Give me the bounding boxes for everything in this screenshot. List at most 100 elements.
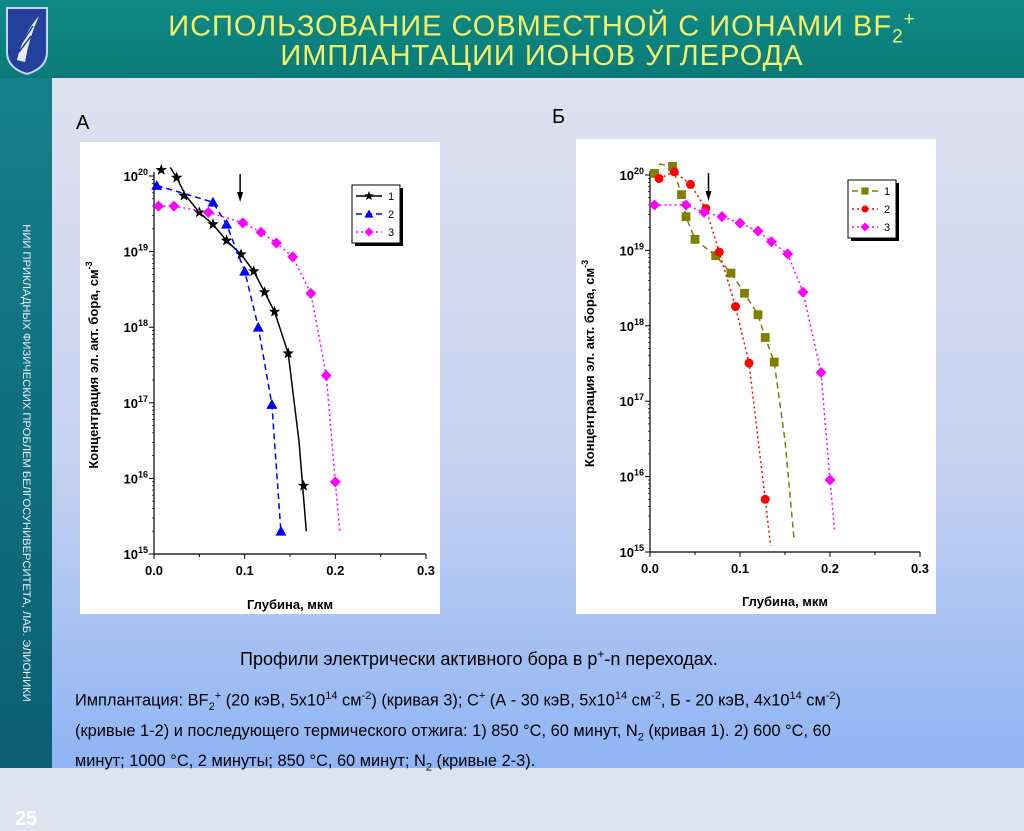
title-bar: ИСПОЛЬЗОВАНИЕ СОВМЕСТНОЙ С ИОНАМИ BF2+ И…: [0, 0, 1024, 78]
data-point-series-2: [686, 179, 695, 189]
x-tick-label: 0.0: [145, 563, 163, 578]
legend-marker-1: [364, 191, 374, 201]
legend-label-1: 1: [884, 186, 890, 198]
data-point-series-3: [270, 237, 282, 249]
y-tick-label: 1018: [124, 318, 148, 335]
data-point-series-1: [268, 305, 281, 317]
legend-marker-3: [860, 222, 870, 232]
description-fragment: (А - 30 кэВ, 5x10: [485, 691, 615, 710]
description-fragment: 14: [789, 690, 802, 702]
data-point-series-2: [669, 167, 679, 177]
data-point-series-3: [237, 217, 249, 229]
data-point-series-3: [255, 226, 267, 238]
x-axis-label: Глубина, мкм: [742, 594, 828, 609]
data-point-series-1: [207, 218, 219, 230]
description-fragment: -2: [651, 690, 661, 702]
data-point-series-2: [266, 398, 278, 409]
data-point-series-1: [282, 347, 294, 359]
x-tick-label: 0.3: [911, 561, 929, 576]
slide-title-line1: ИСПОЛЬЗОВАНИЕ СОВМЕСТНОЙ С ИОНАМИ BF2+: [168, 9, 916, 48]
series-line-2: [156, 184, 282, 532]
data-point-series-3: [824, 474, 836, 486]
description-fragment: +: [214, 690, 222, 702]
description-fragment: 14: [325, 690, 338, 702]
x-tick-label: 0.3: [417, 563, 435, 578]
legend-label-2: 2: [884, 204, 890, 216]
description-fragment: ): [835, 691, 841, 710]
y-tick-label: 1015: [620, 543, 644, 560]
description-fragment: Имплантация: BF: [75, 691, 209, 710]
data-point-series-1: [178, 189, 190, 201]
y-axis-label: Концентрация эл. акт. бора, см-3: [84, 261, 101, 468]
page-number: 25: [14, 808, 38, 830]
chart-panel-a: 0.0 0.1 0.2 0.3 1015 1016 1017 1018 1019 1020 Глуб…: [80, 142, 440, 614]
description-fragment: , Б - 20 кэВ, 4x10: [660, 691, 790, 710]
data-point-series-1: [753, 310, 763, 320]
data-point-series-1: [235, 248, 247, 260]
y-tick-label: 1016: [124, 469, 148, 486]
series-line-1: [658, 163, 795, 539]
legend-label-2: 2: [388, 209, 394, 221]
description-line2: (кривые 1-2) и последующего термического…: [75, 721, 831, 744]
data-point-series-1: [690, 234, 700, 244]
data-point-series-1: [248, 265, 260, 277]
y-axis-label: Концентрация эл. акт. бора, см-3: [580, 260, 597, 467]
description-fragment: см: [627, 691, 652, 710]
legend-label-3: 3: [388, 227, 394, 239]
depth-arrow-head: [705, 191, 712, 201]
panel-label-b: Б: [552, 106, 566, 128]
description-fragment: (20 кэВ, 5x10: [221, 691, 326, 710]
data-point-series-2: [151, 179, 163, 190]
data-point-series-1: [769, 357, 779, 367]
legend-marker-3: [364, 227, 374, 237]
data-point-series-3: [305, 287, 317, 299]
x-tick-label: 0.2: [326, 563, 344, 578]
description-line3: минут; 1000 °C, 2 минуты; 850 °C, 60 мин…: [75, 752, 536, 774]
data-point-series-1: [170, 171, 183, 183]
description-text: Имплантация: BF2+ (20 кэВ, 5x1014 см-2) …: [75, 684, 1024, 779]
data-point-series-3: [734, 217, 746, 229]
data-point-series-3: [698, 206, 710, 218]
y-tick-label: 1016: [620, 468, 644, 485]
data-point-series-2: [760, 494, 770, 504]
data-point-series-1: [740, 288, 749, 298]
legend-marker-2: [861, 205, 869, 213]
x-tick-label: 0.0: [641, 561, 659, 576]
x-axis-label: Глубина, мкм: [247, 597, 333, 612]
slide-title-line2: ИМПЛАНТАЦИИ ИОНОВ УГЛЕРОДА: [280, 40, 804, 72]
university-crest-icon: [6, 7, 48, 76]
x-tick-label: 0.2: [821, 561, 839, 576]
data-point-series-2: [654, 173, 664, 183]
series-line-3: [654, 204, 836, 530]
data-point-series-1: [681, 212, 691, 222]
data-point-series-3: [202, 206, 214, 218]
description-fragment: -2: [825, 690, 836, 702]
figure-caption: Профили электрически активного бора в p+…: [240, 647, 718, 669]
series-line-3: [158, 205, 341, 532]
y-tick-label: 1017: [620, 392, 644, 409]
description-fragment: ) (кривая 3); С: [371, 691, 479, 710]
data-point-series-1: [258, 286, 271, 298]
legend-marker-1: [861, 187, 869, 195]
x-tick-label: 0.1: [731, 561, 749, 576]
data-point-series-3: [320, 369, 332, 381]
y-tick-label: 1020: [620, 166, 644, 183]
data-point-series-3: [782, 248, 794, 260]
description-fragment: см: [801, 691, 826, 710]
y-tick-label: 1020: [124, 167, 148, 184]
data-point-series-3: [766, 236, 777, 248]
y-tick-label: 1019: [620, 241, 644, 258]
data-point-series-3: [329, 476, 341, 488]
description-line1: Имплантация: BF2+ (20 кэВ, 5x1014 см-2) …: [75, 684, 1024, 719]
depth-arrow-head: [237, 192, 244, 202]
data-point-series-2: [744, 358, 754, 368]
description-fragment: -2: [361, 690, 372, 702]
data-point-series-2: [714, 247, 724, 257]
data-point-series-2: [207, 196, 219, 207]
description-fragment: +: [478, 690, 486, 702]
y-tick-label: 1015: [124, 545, 148, 562]
legend-marker-2: [364, 209, 374, 218]
chart-panel-b: 0.0 0.1 0.2 0.3 1015 1016 1017 1018 1019 1020 Глуб…: [576, 139, 936, 614]
data-point-series-3: [752, 225, 764, 237]
data-point-series-2: [221, 218, 233, 229]
